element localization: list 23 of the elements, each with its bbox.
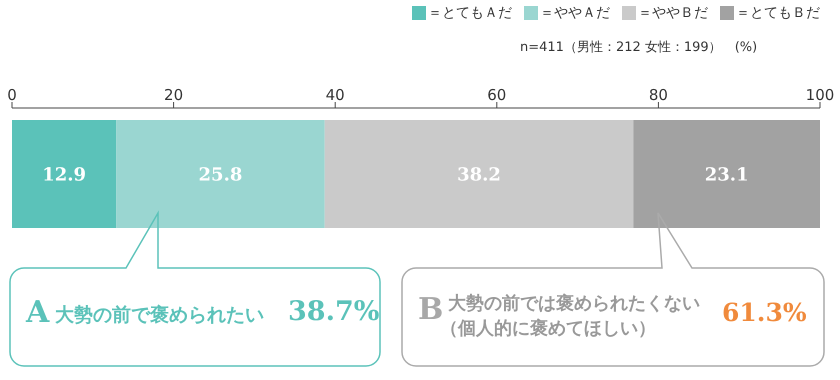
x-tick-label: 80 [648, 86, 668, 104]
legend-label: ＝ややＡだ [539, 4, 610, 22]
text: 61.3% [722, 298, 807, 327]
text: 大勢の前で褒められたい [55, 303, 264, 328]
text: 大勢の前では褒められたくない [448, 292, 700, 315]
legend-label: ＝とてもＢだ [735, 4, 820, 22]
x-tick-label: 20 [164, 86, 184, 104]
x-tick-label: 0 [7, 86, 17, 104]
data-label: 12.9 [42, 164, 86, 186]
text: A [26, 295, 50, 330]
bar [116, 120, 325, 228]
data-label: 25.8 [198, 164, 242, 186]
x-tick-label: 100 [806, 86, 834, 104]
legend-label: ＝とてもＡだ [427, 4, 512, 22]
x-tick-label: 60 [487, 86, 506, 104]
legend-label: ＝ややＢだ [637, 4, 708, 22]
bar [633, 120, 820, 228]
text: n=411（男性：212 女性：199） (%) [520, 39, 758, 56]
bar [12, 120, 116, 228]
bar [324, 120, 634, 228]
x-tick-label: 40 [326, 86, 345, 104]
text: 38.7% [288, 296, 380, 327]
data-label: 23.1 [704, 164, 749, 186]
